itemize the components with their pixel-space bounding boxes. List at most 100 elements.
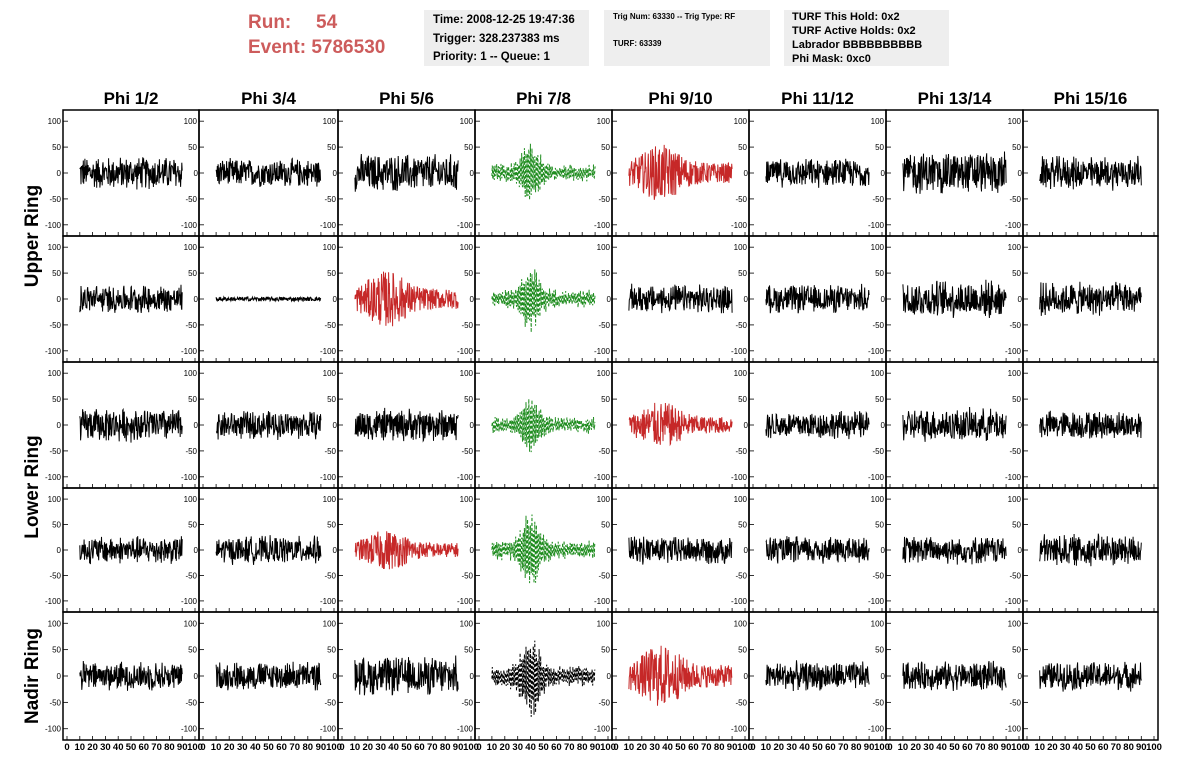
y-tick-label: 0 [194, 546, 199, 555]
y-tick-label: -50 [185, 447, 197, 456]
waveform-trace [628, 283, 733, 314]
y-tick-label: 50 [52, 269, 61, 278]
y-tick-label: -100 [457, 597, 474, 606]
x-tick-label: 60 [962, 742, 973, 753]
y-tick-label: -100 [594, 597, 611, 606]
y-tick-label: -50 [1009, 321, 1021, 330]
y-tick-label: -50 [1009, 195, 1021, 204]
x-tick-label: 100 [874, 742, 890, 753]
x-tick-label: 70 [1111, 742, 1122, 753]
y-tick-label: 100 [48, 495, 62, 504]
column-title: Phi 7/8 [516, 89, 571, 108]
y-tick-label: -50 [324, 571, 336, 580]
y-tick-label: 100 [460, 117, 474, 126]
trigger-info-panel: Trig Num: 63330 -- Trig Type: RF TURF: 6… [604, 10, 770, 66]
y-tick-label: -50 [461, 447, 473, 456]
y-tick-label: -50 [735, 698, 747, 707]
y-tick-label: -50 [872, 698, 884, 707]
y-tick-label: -100 [1005, 347, 1022, 356]
y-tick-label: 100 [323, 369, 337, 378]
y-tick-label: -50 [49, 447, 61, 456]
y-tick-label: 50 [1012, 395, 1021, 404]
waveform-trace [215, 661, 322, 691]
y-tick-label: 50 [738, 521, 747, 530]
y-tick-label: 0 [881, 546, 886, 555]
y-tick-label: -100 [45, 347, 62, 356]
y-tick-label: 50 [875, 646, 884, 655]
waveform-trace [902, 406, 1007, 442]
y-tick-label: -100 [320, 725, 337, 734]
y-tick-label: 100 [597, 495, 611, 504]
y-tick-label: 100 [460, 495, 474, 504]
y-tick-label: -100 [868, 347, 885, 356]
y-tick-label: -100 [457, 725, 474, 734]
waveform-trace [765, 536, 870, 564]
y-tick-label: 0 [333, 546, 338, 555]
y-tick-label: -100 [1005, 725, 1022, 734]
y-tick-label: 50 [875, 395, 884, 404]
x-tick-label: 10 [487, 742, 498, 753]
y-tick-label: 0 [607, 421, 612, 430]
waveform-trace [765, 660, 870, 692]
column-title: Phi 11/12 [781, 89, 854, 108]
y-tick-label: -100 [457, 473, 474, 482]
y-tick-label: -50 [49, 321, 61, 330]
x-tick-label: 10 [761, 742, 772, 753]
column-title: Phi 13/14 [918, 89, 992, 108]
y-tick-label: 100 [48, 369, 62, 378]
y-tick-label: -100 [45, 473, 62, 482]
waveform-trace [902, 536, 1007, 565]
y-tick-label: 100 [323, 117, 337, 126]
y-tick-label: 100 [184, 243, 198, 252]
y-tick-label: 50 [188, 395, 197, 404]
x-tick-label: 10 [624, 742, 635, 753]
y-tick-label: 0 [1018, 672, 1023, 681]
x-tick-label: 70 [975, 742, 986, 753]
y-tick-label: 100 [734, 117, 748, 126]
waveform-trace [902, 151, 1007, 194]
y-tick-label: 50 [188, 521, 197, 530]
y-tick-label: -50 [598, 571, 610, 580]
y-tick-label: 0 [744, 295, 749, 304]
y-tick-label: -50 [461, 195, 473, 204]
x-tick-label: 10 [211, 742, 222, 753]
x-tick-label: 40 [936, 742, 947, 753]
waveform-trace [902, 660, 1007, 692]
y-tick-label: 100 [460, 243, 474, 252]
y-tick-label: -100 [45, 597, 62, 606]
y-tick-label: 100 [597, 369, 611, 378]
y-tick-label: 100 [1008, 117, 1022, 126]
y-tick-label: -50 [872, 195, 884, 204]
y-tick-label: 50 [601, 646, 610, 655]
y-tick-label: 100 [597, 619, 611, 628]
row-group-label: Upper Ring [22, 185, 43, 287]
y-tick-label: -50 [735, 571, 747, 580]
y-tick-label: 100 [184, 619, 198, 628]
y-tick-label: 50 [464, 646, 473, 655]
y-tick-label: 50 [52, 521, 61, 530]
y-tick-label: -50 [324, 447, 336, 456]
y-tick-label: 0 [194, 295, 199, 304]
y-tick-label: 50 [875, 521, 884, 530]
y-tick-label: 100 [871, 117, 885, 126]
waveform-trace [628, 536, 733, 565]
y-tick-label: 50 [738, 395, 747, 404]
y-tick-label: 50 [52, 646, 61, 655]
trigger-text: Trigger: 328.237383 ms [433, 32, 560, 45]
x-tick-label: 50 [949, 742, 960, 753]
x-tick-label: 50 [263, 742, 274, 753]
y-tick-label: -50 [1009, 698, 1021, 707]
y-tick-label: 100 [48, 243, 62, 252]
y-tick-label: -50 [49, 571, 61, 580]
run-event-label: Run: 54 Event: 5786530 [248, 10, 385, 60]
waveform-trace [491, 640, 596, 717]
x-tick-label: 60 [139, 742, 150, 753]
y-tick-label: 50 [875, 269, 884, 278]
y-tick-label: -100 [868, 473, 885, 482]
waveform-trace [215, 535, 322, 565]
x-tick-label: 70 [427, 742, 438, 753]
x-tick-label: 40 [799, 742, 810, 753]
event-label: Event: [248, 37, 307, 58]
y-tick-label: -100 [457, 221, 474, 230]
